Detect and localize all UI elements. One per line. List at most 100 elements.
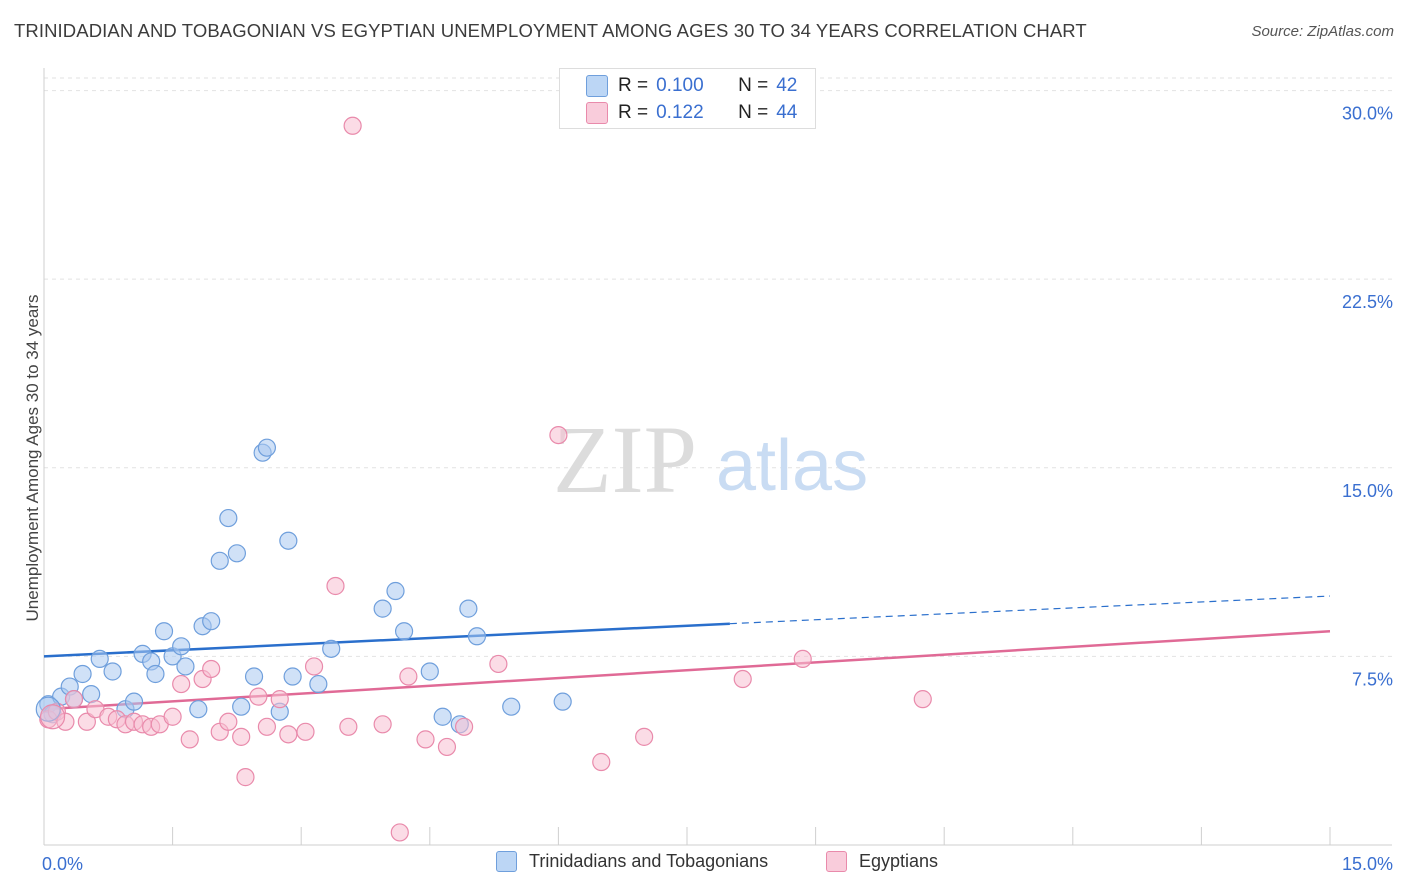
trinidadian-point xyxy=(309,674,328,694)
trinidadian-point xyxy=(322,639,341,658)
y-tick-label: 22.5% xyxy=(1342,292,1393,312)
trinidadian-point xyxy=(103,662,122,681)
trinidadian-point xyxy=(244,667,264,686)
trinidadian-point xyxy=(502,697,521,716)
legend-label-egyptians: Egyptians xyxy=(859,851,939,871)
trinidadian-point xyxy=(82,685,101,704)
trinidadian-point xyxy=(189,700,208,719)
watermark-zip: ZIP xyxy=(553,406,697,513)
trinidadian-point xyxy=(124,692,144,711)
legend-swatch-blue xyxy=(496,851,517,872)
egyptian-point xyxy=(390,823,409,842)
stats-r-value: 0.100 xyxy=(656,75,704,96)
egyptian-point xyxy=(232,727,251,746)
egyptian-point xyxy=(180,730,199,749)
trinidadian-point xyxy=(257,438,277,457)
egyptian-point xyxy=(326,576,345,596)
egyptian-point xyxy=(270,690,289,709)
tick-label-layer: 7.5% 15.0% 22.5% 30.0% 0.0% 15.0% xyxy=(42,104,1393,874)
trinidadian-point xyxy=(232,697,251,716)
trinidadian-point xyxy=(420,662,439,681)
egyptian-point xyxy=(219,712,238,731)
legend-swatch-pink xyxy=(826,851,847,872)
trinidadian-point xyxy=(283,667,302,686)
trinidadian-point xyxy=(219,508,238,528)
egyptian-point xyxy=(416,730,435,749)
trinidadian-trend-extension xyxy=(729,595,1331,625)
stats-r-value: 0.122 xyxy=(656,102,704,123)
x-tick-label: 15.0% xyxy=(1342,854,1393,874)
stats-n-value: 44 xyxy=(776,102,798,123)
watermark-atlas: atlas xyxy=(716,426,868,506)
trinidadian-point xyxy=(172,637,191,656)
trinidadian-point xyxy=(459,599,478,618)
stats-row-trinidadian: R = 0.100 N = 42 xyxy=(586,75,797,97)
egyptian-cluster-point xyxy=(39,704,66,730)
egyptian-point xyxy=(304,657,324,676)
trinidadian-point xyxy=(210,551,229,570)
stats-n-label: N = xyxy=(738,102,769,123)
trinidadian-point xyxy=(433,707,452,726)
trinidadian-point xyxy=(394,622,414,641)
egyptian-point xyxy=(437,737,457,757)
grid-layer xyxy=(44,77,1392,657)
egyptian-point xyxy=(549,425,568,445)
egyptian-point xyxy=(489,654,508,674)
trinidadian-point xyxy=(279,531,298,550)
egyptian-point xyxy=(454,717,474,736)
trinidadian-point xyxy=(73,664,92,684)
stats-n-label: N = xyxy=(738,75,769,96)
egyptian-point xyxy=(77,712,96,731)
y-tick-label: 7.5% xyxy=(1352,669,1393,689)
egyptian-trend-line xyxy=(43,629,1331,711)
points-layer xyxy=(35,116,932,842)
egyptian-point xyxy=(163,707,182,726)
egyptian-point xyxy=(339,717,358,736)
trinidadian-point xyxy=(553,692,572,711)
trinidadian-point xyxy=(227,544,246,563)
trinidadian-cluster-point xyxy=(35,696,61,722)
legend-item-egyptians[interactable]: Egyptians xyxy=(826,851,938,872)
trinidadian-point xyxy=(202,612,221,631)
egyptian-point xyxy=(172,674,191,694)
x-tick-label: 0.0% xyxy=(42,854,83,874)
trinidadian-point xyxy=(146,664,165,684)
egyptian-point xyxy=(733,669,752,689)
stats-n-value: 42 xyxy=(776,75,798,96)
legend-swatch-blue xyxy=(586,75,608,97)
trinidadian-trend-line xyxy=(43,622,730,658)
egyptian-point xyxy=(913,690,932,709)
source-credit: Source: ZipAtlas.com xyxy=(1251,23,1394,40)
trinidadian-point xyxy=(176,657,195,676)
legend-swatch-pink xyxy=(586,102,608,124)
y-tick-label: 15.0% xyxy=(1342,481,1393,501)
egyptian-point xyxy=(202,659,221,679)
stats-legend: R = 0.100 N = 42 R = 0.122 N = 44 xyxy=(559,68,816,129)
stats-row-egyptian: R = 0.122 N = 44 xyxy=(586,102,797,124)
trinidadian-point xyxy=(373,599,392,618)
trend-layer xyxy=(43,595,1331,711)
trinidadian-point xyxy=(467,627,487,646)
trinidadian-point xyxy=(386,581,405,601)
stats-r-label: R = xyxy=(618,75,649,96)
egyptian-point xyxy=(373,715,392,734)
egyptian-point xyxy=(249,687,268,706)
egyptian-point xyxy=(279,725,298,744)
egyptian-point xyxy=(296,722,315,741)
egyptian-point xyxy=(592,752,611,772)
egyptian-point xyxy=(343,116,362,135)
stats-r-label: R = xyxy=(618,102,649,123)
trinidadian-point xyxy=(90,649,109,669)
trinidadian-point xyxy=(154,622,174,641)
egyptian-point xyxy=(635,727,654,746)
egyptian-point xyxy=(236,768,255,787)
egyptian-point xyxy=(399,667,418,686)
chart-title: TRINIDADIAN AND TOBAGONIAN VS EGYPTIAN U… xyxy=(14,20,1087,41)
egyptian-point xyxy=(64,690,84,709)
egyptian-point xyxy=(56,712,75,731)
egyptian-point xyxy=(257,717,277,736)
egyptian-point xyxy=(793,649,812,669)
legend-item-trinidadians[interactable]: Trinidadians and Tobagonians xyxy=(496,851,768,872)
y-tick-label: 30.0% xyxy=(1342,104,1393,124)
